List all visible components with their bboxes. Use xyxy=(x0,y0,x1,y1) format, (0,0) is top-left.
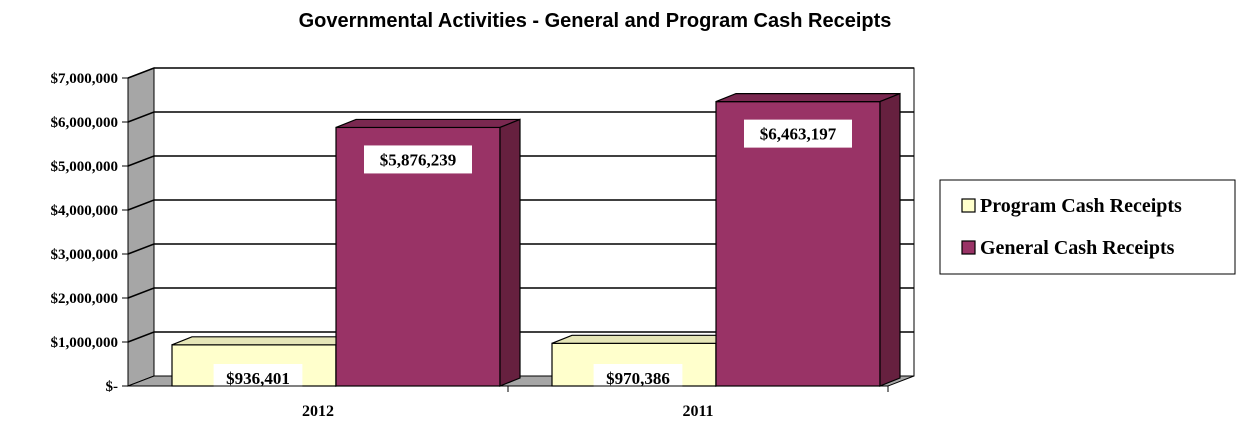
bar-top xyxy=(551,334,737,344)
chart-title: Governmental Activities - General and Pr… xyxy=(298,10,892,32)
data-label: $936,401 xyxy=(226,369,290,388)
legend-label: General Cash Receipts xyxy=(980,237,1175,259)
y-tick-label: $7,000,000 xyxy=(51,71,119,87)
gridline xyxy=(127,111,914,123)
legend-swatch xyxy=(961,198,976,213)
y-tick-label: $3,000,000 xyxy=(51,247,119,263)
legend-label: Program Cash Receipts xyxy=(980,195,1182,217)
data-label-box xyxy=(744,119,852,148)
bar-side xyxy=(499,118,521,387)
bar-top xyxy=(715,93,901,103)
y-tick-label: $- xyxy=(106,379,119,395)
x-category-label: 2012 xyxy=(302,403,334,420)
data-label: $5,876,239 xyxy=(380,150,457,169)
data-label-box xyxy=(213,364,303,392)
y-tick-label: $1,000,000 xyxy=(51,335,119,351)
gridline xyxy=(127,155,914,167)
bar-side xyxy=(879,92,901,387)
side-wall xyxy=(127,67,155,387)
data-labels: $936,401 $5,876,239 $970,386 $6,463,197 xyxy=(213,119,852,392)
data-label: $6,463,197 xyxy=(760,125,837,144)
y-tick-label: $5,000,000 xyxy=(51,159,119,175)
x-category-label: 2011 xyxy=(682,403,713,420)
data-label: $970,386 xyxy=(606,369,670,388)
gridline xyxy=(127,199,914,211)
data-label-box xyxy=(593,364,683,392)
gridline xyxy=(127,67,914,79)
gridlines xyxy=(127,67,914,343)
legend-box xyxy=(939,179,1236,275)
gridline xyxy=(127,331,914,343)
legend: Program Cash Receipts General Cash Receip… xyxy=(939,179,1236,275)
data-label-box xyxy=(364,145,472,174)
y-tick-label: $2,000,000 xyxy=(51,291,119,307)
x-axis-categories: 2012 2011 xyxy=(128,385,889,420)
legend-swatch xyxy=(961,240,976,255)
bar-top xyxy=(171,336,357,346)
y-tick-label: $6,000,000 xyxy=(51,115,119,131)
y-axis-ticks: $- $1,000,000 $2,000,000 $3,000,000 $4,000,0… xyxy=(51,71,129,395)
gridline xyxy=(127,243,914,255)
y-tick-label: $4,000,000 xyxy=(51,203,119,219)
bar-top xyxy=(335,118,521,129)
gridline xyxy=(127,287,914,299)
